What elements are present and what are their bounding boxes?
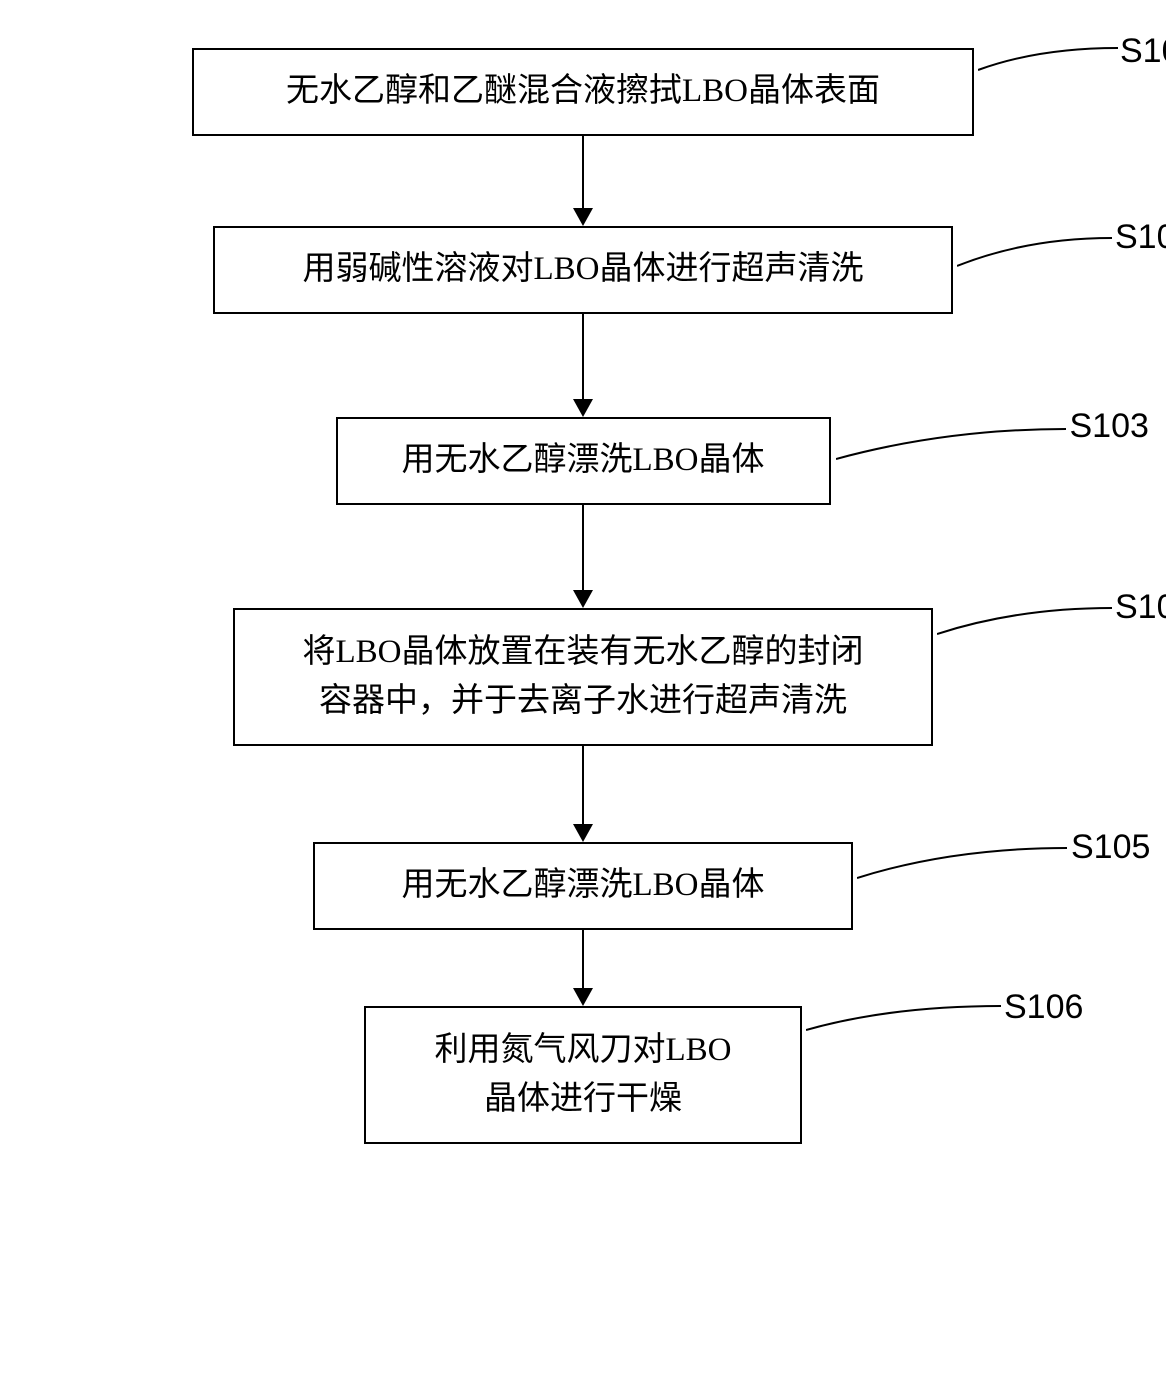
step-s104: 将LBO晶体放置在装有无水乙醇的封闭 容器中，并于去离子水进行超声清洗 S104: [233, 608, 933, 842]
box-text-s102: 用弱碱性溶液对LBO晶体进行超声清洗: [303, 245, 864, 295]
box-s103: 用无水乙醇漂洗LBO晶体: [336, 417, 831, 505]
label-s103: S103: [1070, 407, 1149, 446]
step-s103: 用无水乙醇漂洗LBO晶体 S103: [336, 417, 831, 608]
step-s105: 用无水乙醇漂洗LBO晶体 S105: [313, 842, 853, 1006]
arrow-after-s101: [573, 136, 593, 226]
flowchart-container: 无水乙醇和乙醚混合液擦拭LBO晶体表面 S101 用弱碱性溶液对LBO晶体进行超…: [0, 0, 1166, 1144]
box-text-s103: 用无水乙醇漂洗LBO晶体: [402, 436, 765, 486]
step-s102: 用弱碱性溶液对LBO晶体进行超声清洗 S102: [213, 226, 953, 417]
box-text-s104: 将LBO晶体放置在装有无水乙醇的封闭 容器中，并于去离子水进行超声清洗: [303, 628, 864, 727]
box-s104: 将LBO晶体放置在装有无水乙醇的封闭 容器中，并于去离子水进行超声清洗: [233, 608, 933, 746]
arrow-after-s103: [573, 505, 593, 608]
arrow-after-s105: [573, 930, 593, 1006]
label-s104: S104: [1115, 588, 1166, 627]
label-s105: S105: [1071, 828, 1150, 867]
label-s102: S102: [1115, 218, 1166, 257]
label-s106: S106: [1004, 988, 1083, 1027]
box-text-s106: 利用氮气风刀对LBO 晶体进行干燥: [435, 1026, 732, 1125]
box-text-s105: 用无水乙醇漂洗LBO晶体: [402, 861, 765, 911]
box-s101: 无水乙醇和乙醚混合液擦拭LBO晶体表面: [192, 48, 974, 136]
box-s106: 利用氮气风刀对LBO 晶体进行干燥: [364, 1006, 802, 1144]
arrow-after-s102: [573, 314, 593, 417]
step-s101: 无水乙醇和乙醚混合液擦拭LBO晶体表面 S101: [192, 48, 974, 226]
arrow-after-s104: [573, 746, 593, 842]
box-s102: 用弱碱性溶液对LBO晶体进行超声清洗: [213, 226, 953, 314]
step-s106: 利用氮气风刀对LBO 晶体进行干燥 S106: [364, 1006, 802, 1144]
box-s105: 用无水乙醇漂洗LBO晶体: [313, 842, 853, 930]
label-s101: S101: [1120, 32, 1166, 71]
box-text-s101: 无水乙醇和乙醚混合液擦拭LBO晶体表面: [286, 67, 880, 117]
